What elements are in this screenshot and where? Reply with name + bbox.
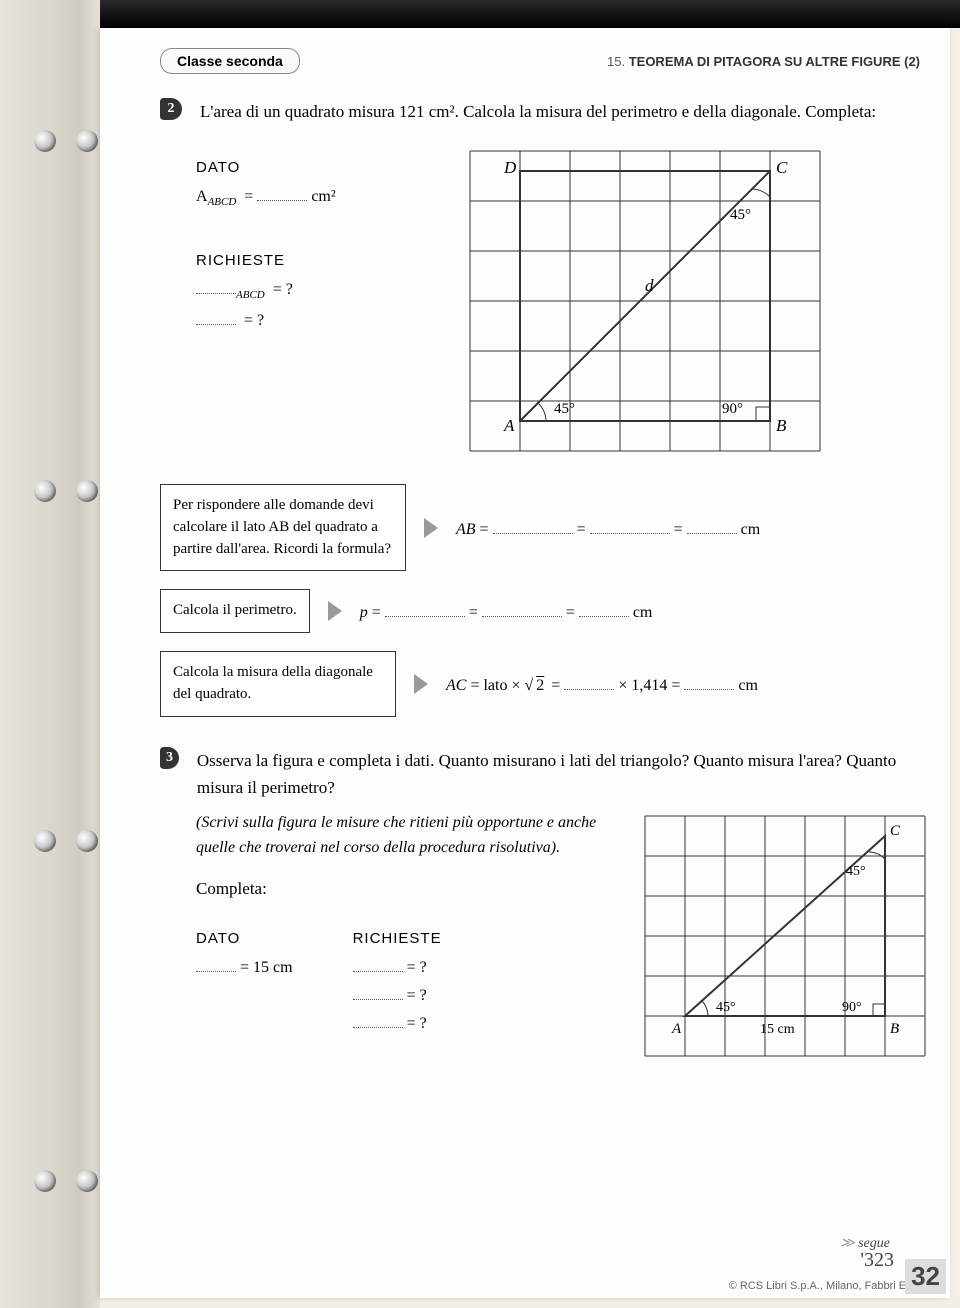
- punch-hole: [34, 130, 56, 152]
- punch-hole: [76, 1170, 98, 1192]
- blank[interactable]: [353, 983, 403, 1000]
- hint-box-2: Calcola il perimetro.: [160, 589, 310, 633]
- svg-text:45°: 45°: [846, 864, 866, 879]
- blank[interactable]: [196, 308, 236, 325]
- blank[interactable]: [196, 277, 236, 294]
- svg-text:90°: 90°: [842, 1000, 862, 1015]
- exercise-3: 3 Osserva la figura e completa i dati. Q…: [160, 747, 920, 1076]
- richieste-line2: = ?: [196, 308, 436, 330]
- rich-line: = ?: [353, 983, 442, 1005]
- blank[interactable]: [684, 673, 734, 690]
- arrow-icon: [424, 518, 438, 538]
- svg-text:45°: 45°: [554, 401, 575, 417]
- blank[interactable]: [353, 1011, 403, 1028]
- step-ab: Per rispondere alle domande devi calcola…: [160, 484, 920, 571]
- svg-text:A: A: [671, 1021, 682, 1037]
- svg-text:B: B: [890, 1021, 899, 1037]
- equation-ac: AC = lato × √2 = × 1,414 = cm: [446, 673, 758, 695]
- svg-text:C: C: [776, 158, 788, 177]
- blank[interactable]: [353, 955, 403, 972]
- copyright: © RCS Libri S.p.A., Milano, Fabbri Edito…: [729, 1280, 930, 1292]
- hint-box-3: Calcola la misura della diagonale del qu…: [160, 651, 396, 717]
- svg-text:d: d: [645, 276, 654, 295]
- dato-heading: DATO: [196, 930, 293, 947]
- punch-hole: [34, 1170, 56, 1192]
- svg-text:A: A: [503, 416, 515, 435]
- scan-topbar: [0, 0, 960, 28]
- class-tag: Classe seconda: [160, 48, 300, 74]
- equation-ab: AB = = = cm: [456, 517, 760, 539]
- chapter-title: 15. TEOREMA DI PITAGORA SU ALTRE FIGURE …: [607, 54, 920, 69]
- svg-text:45°: 45°: [716, 1000, 736, 1015]
- book-binding: [0, 0, 100, 1308]
- exercise-number: 3: [160, 747, 179, 769]
- arrow-icon: [328, 601, 342, 621]
- completa-label: Completa:: [196, 875, 616, 902]
- svg-text:C: C: [890, 823, 901, 839]
- blank[interactable]: [482, 600, 562, 617]
- exercise-2: 2 L'area di un quadrato misura 121 cm². …: [160, 98, 920, 717]
- svg-text:15 cm: 15 cm: [760, 1022, 795, 1037]
- punch-hole: [34, 830, 56, 852]
- blank[interactable]: [590, 517, 670, 534]
- punch-hole: [76, 130, 98, 152]
- rich-line: = ?: [353, 955, 442, 977]
- blank[interactable]: [687, 517, 737, 534]
- page-number: 32: [905, 1259, 946, 1294]
- richieste-heading: RICHIESTE: [353, 930, 442, 947]
- chapter-number: 15.: [607, 54, 625, 69]
- punch-hole: [34, 480, 56, 502]
- handwritten-number: '323: [860, 1249, 894, 1272]
- page-header: Classe seconda 15. TEOREMA DI PITAGORA S…: [160, 48, 920, 74]
- richieste-heading: RICHIESTE: [196, 252, 436, 269]
- rich-line: = ?: [353, 1011, 442, 1033]
- blank[interactable]: [493, 517, 573, 534]
- chapter-name: TEOREMA DI PITAGORA SU ALTRE FIGURE (2): [629, 54, 920, 69]
- equation-p: p = = = cm: [360, 600, 653, 622]
- hint-box-1: Per rispondere alle domande devi calcola…: [160, 484, 406, 571]
- blank[interactable]: [257, 184, 307, 201]
- richieste-line1: ABCD = ?: [196, 277, 436, 301]
- page-content: Classe seconda 15. TEOREMA DI PITAGORA S…: [100, 28, 950, 1298]
- svg-text:B: B: [776, 416, 787, 435]
- dato-line: = 15 cm: [196, 955, 293, 977]
- figure-square: A B C D d 45° 45° 90°: [460, 141, 830, 466]
- step-perimeter: Calcola il perimetro. p = = = cm: [160, 589, 920, 633]
- blank[interactable]: [196, 955, 236, 972]
- punch-hole: [76, 830, 98, 852]
- step-diagonal: Calcola la misura della diagonale del qu…: [160, 651, 920, 717]
- exercise-prompt: L'area di un quadrato misura 121 cm². Ca…: [200, 98, 876, 125]
- exercise-prompt: Osserva la figura e completa i dati. Qua…: [197, 747, 920, 801]
- arrow-icon: [414, 674, 428, 694]
- blank[interactable]: [564, 673, 614, 690]
- blank[interactable]: [579, 600, 629, 617]
- exercise-instruction: (Scrivi sulla figura le misure che ritie…: [196, 811, 616, 861]
- punch-hole: [76, 480, 98, 502]
- dato-heading: DATO: [196, 159, 436, 176]
- figure-triangle: A B C 45° 45° 90° 15 cm: [640, 811, 930, 1076]
- blank[interactable]: [385, 600, 465, 617]
- exercise-number: 2: [160, 98, 182, 120]
- dato-formula: AABCD = cm²: [196, 184, 436, 208]
- svg-text:90°: 90°: [722, 401, 743, 417]
- svg-text:D: D: [503, 158, 517, 177]
- svg-text:45°: 45°: [730, 207, 751, 223]
